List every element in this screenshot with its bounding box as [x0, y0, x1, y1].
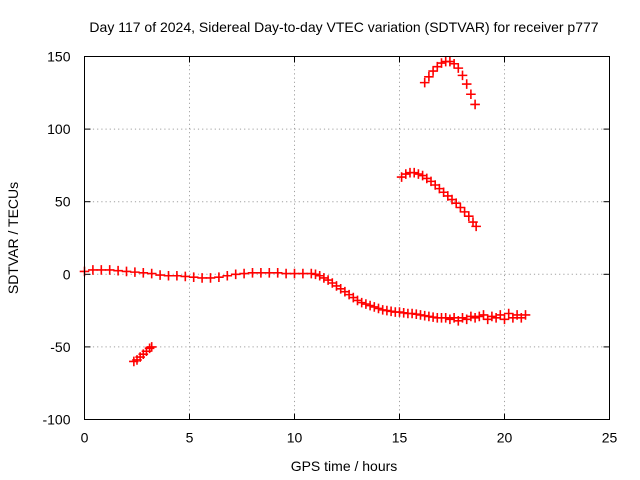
series-short-arc	[129, 342, 157, 367]
data-point	[470, 313, 480, 323]
data-point	[419, 77, 430, 88]
data-point	[478, 310, 489, 320]
data-point	[310, 269, 321, 280]
data-point	[130, 267, 140, 277]
data-point	[449, 58, 459, 69]
x-tick-label: 10	[287, 430, 303, 446]
data-point	[455, 202, 466, 213]
data-point	[443, 191, 453, 201]
data-point	[440, 313, 451, 323]
data-point	[172, 270, 182, 281]
data-point	[264, 268, 275, 278]
data-point	[298, 268, 308, 279]
data-point	[188, 272, 199, 283]
data-point	[205, 273, 216, 283]
data-point	[451, 198, 461, 208]
data-point	[499, 314, 510, 325]
x-tick-label: 5	[186, 430, 194, 446]
data-point	[113, 265, 123, 276]
x-axis-label: GPS time / hours	[291, 458, 398, 474]
data-point	[272, 268, 283, 278]
data-point	[520, 310, 531, 320]
y-tick-label: -100	[42, 412, 70, 428]
data-point	[424, 72, 434, 82]
data-point	[457, 313, 468, 323]
y-tick-label: 0	[63, 266, 71, 282]
data-point	[436, 58, 447, 68]
data-point	[461, 79, 472, 89]
data-point	[163, 270, 174, 281]
data-point	[155, 270, 165, 280]
data-point	[447, 194, 457, 205]
data-point	[146, 342, 157, 352]
data-point	[356, 297, 367, 308]
data-point	[281, 268, 291, 279]
data-point	[138, 268, 149, 278]
data-point	[104, 265, 115, 275]
data-point	[361, 299, 371, 309]
data-points	[79, 56, 531, 367]
series-main-track	[79, 265, 531, 326]
series-upper-arc	[419, 56, 480, 110]
data-point	[434, 183, 445, 194]
y-axis-label: SDTVAR / TECUs	[5, 182, 21, 294]
data-point	[180, 271, 191, 282]
data-point	[413, 169, 424, 179]
tick-labels: 0 5 10 15 20 25 -100 -50 0 50 100 150	[42, 49, 617, 446]
data-point	[426, 176, 436, 187]
grid-lines	[84, 56, 610, 420]
y-tick-label: 150	[47, 49, 71, 65]
data-point	[247, 268, 258, 278]
data-point	[495, 310, 506, 320]
x-tick-label: 25	[602, 430, 618, 446]
data-point	[369, 302, 380, 312]
data-point	[474, 311, 485, 322]
series-middle-arc	[396, 167, 481, 232]
data-point	[214, 272, 224, 283]
data-point	[466, 89, 476, 100]
plot-frame	[84, 56, 610, 420]
data-point	[470, 99, 480, 110]
data-point	[222, 270, 233, 281]
data-point	[445, 314, 455, 325]
data-point	[471, 221, 481, 232]
x-tick-label: 15	[392, 430, 408, 446]
y-tick-label: -50	[50, 339, 70, 355]
data-point	[96, 265, 107, 275]
data-point	[459, 207, 470, 217]
data-point	[146, 268, 157, 279]
data-point	[289, 268, 300, 279]
data-point	[256, 268, 266, 278]
data-point	[401, 169, 411, 179]
x-tick-label: 0	[81, 430, 89, 446]
data-point	[430, 180, 440, 190]
data-point	[503, 308, 514, 319]
data-point	[487, 311, 497, 322]
data-point	[373, 303, 384, 314]
y-tick-label: 100	[47, 121, 71, 137]
data-point	[466, 311, 476, 322]
data-point	[121, 266, 132, 277]
data-point	[438, 187, 449, 198]
data-point	[432, 61, 443, 72]
data-point	[457, 70, 468, 81]
data-point	[239, 268, 249, 279]
data-point	[365, 300, 375, 311]
x-tick-label: 20	[497, 430, 513, 446]
data-point	[464, 211, 474, 222]
y-tick-label: 50	[55, 194, 71, 210]
data-point	[409, 167, 419, 178]
data-point	[230, 269, 241, 280]
data-point	[453, 63, 464, 73]
data-point	[88, 265, 98, 275]
axis-ticks	[84, 56, 610, 420]
data-point	[197, 273, 207, 283]
data-point	[428, 66, 438, 76]
chart-title: Day 117 of 2024, Sidereal Day-to-day VTE…	[89, 19, 598, 35]
